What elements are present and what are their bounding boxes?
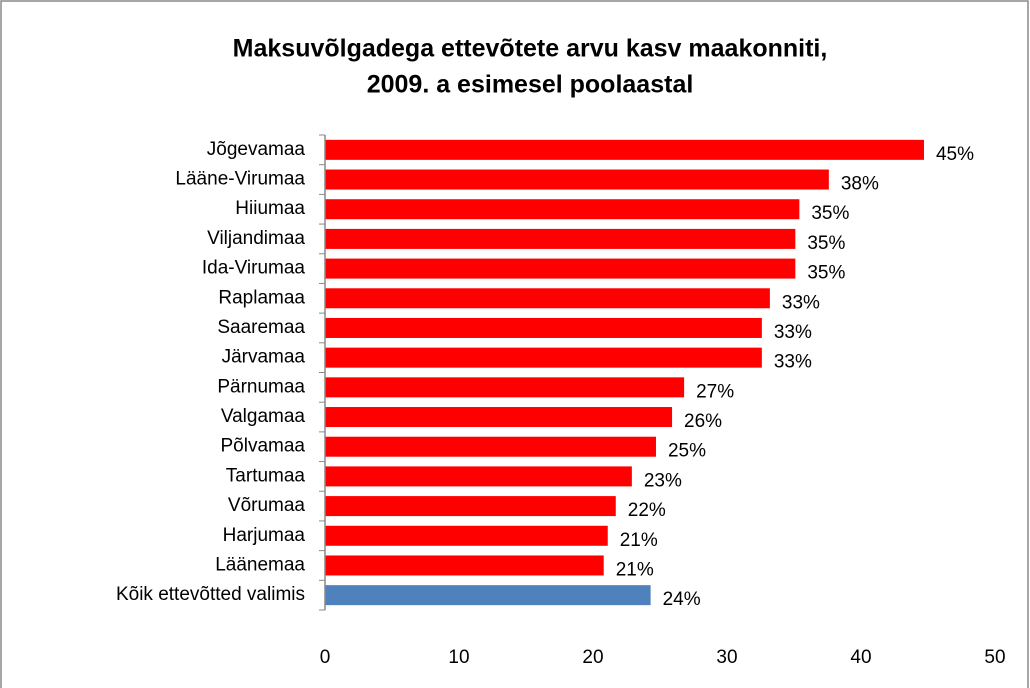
data-label: 21% [620,530,658,551]
y-tick-label: Pärnumaa [217,376,305,397]
bar [325,228,796,249]
y-tick-label: Lääne-Virumaa [175,169,305,190]
bar [325,139,924,160]
y-tick-label: Tartumaa [226,465,306,486]
x-tick-label: 0 [320,647,331,668]
x-tick-label: 40 [850,647,871,668]
y-tick-label: Võrumaa [228,495,306,516]
bar [325,199,800,220]
y-tick-label: Valgamaa [221,406,306,427]
data-label: 25% [668,441,706,462]
y-tick-label: Ida-Virumaa [202,258,306,279]
x-tick-label: 30 [716,647,737,668]
y-tick-label: Harjumaa [223,525,306,546]
bar [325,258,796,279]
bar [325,466,632,487]
bar [325,525,608,546]
data-label: 33% [782,292,820,313]
y-tick-label: Saaremaa [217,317,305,338]
bar [325,436,656,457]
bar [325,347,762,368]
x-tick-label: 10 [448,647,469,668]
x-tick-label: 20 [582,647,603,668]
y-tick-label: Jõgevamaa [207,139,306,160]
bar [325,585,651,606]
y-tick-label: Viljandimaa [207,228,305,249]
y-tick-label: Läänemaa [215,554,305,575]
data-label: 45% [936,144,974,165]
data-label: 21% [616,559,654,580]
bar [325,169,829,190]
bar [325,288,770,309]
data-label: 26% [684,411,722,432]
chart-title: Maksuvõlgadega ettevõtete arvu kasv maak… [233,35,828,63]
bar [325,407,673,428]
data-label: 33% [774,352,812,373]
bar [325,496,616,517]
data-label: 24% [663,589,701,610]
y-tick-label: Raplamaa [218,287,305,308]
data-label: 38% [841,174,879,195]
x-tick-label: 50 [984,647,1005,668]
data-label: 33% [774,322,812,343]
y-tick-label: Hiiumaa [235,198,305,219]
data-label: 35% [811,203,849,224]
chart-title: 2009. a esimesel poolaastal [367,71,694,99]
y-tick-label: Kõik ettevõtted valimis [116,584,305,605]
data-label: 27% [696,381,734,402]
bar [325,555,604,576]
bar [325,377,685,398]
bar [325,317,762,338]
data-label: 35% [807,263,845,284]
data-label: 22% [628,500,666,521]
y-tick-label: Põlvamaa [221,436,306,457]
data-label: 23% [644,470,682,491]
y-tick-label: Järvamaa [222,347,306,368]
data-label: 35% [807,233,845,254]
